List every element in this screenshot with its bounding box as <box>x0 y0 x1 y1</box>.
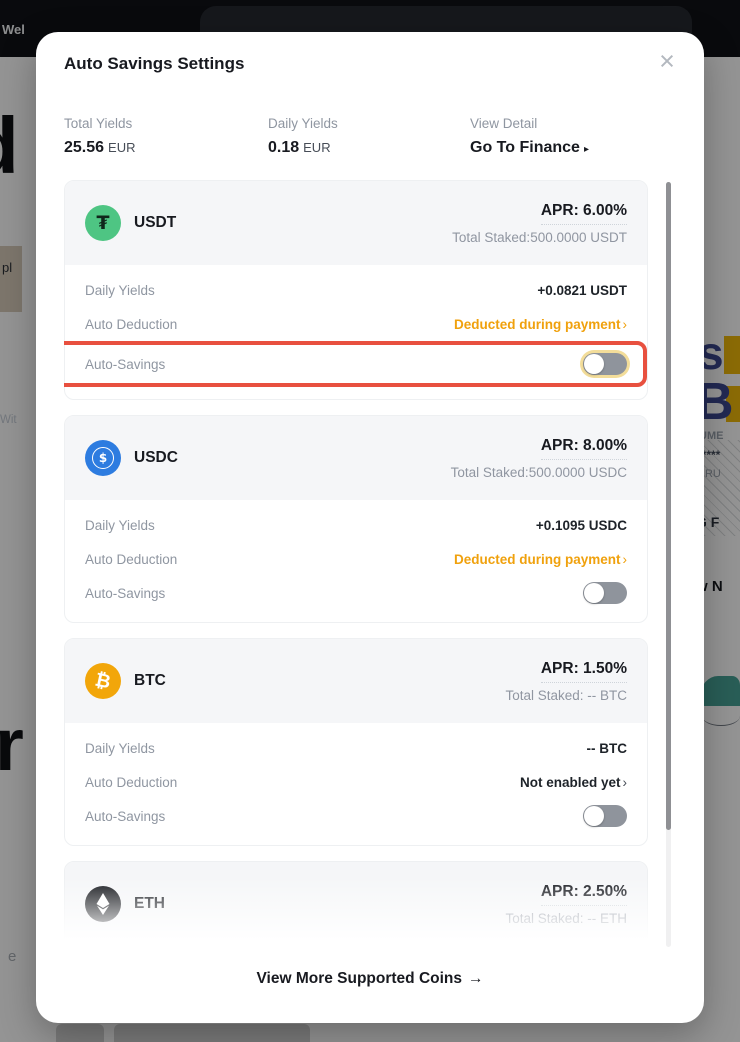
auto-deduction-row: Auto Deduction Deducted during payment › <box>85 551 628 567</box>
usdt-icon: ₮ <box>85 205 121 241</box>
view-more-coins-link[interactable]: View More Supported Coins → <box>256 970 484 987</box>
background-heading-fragment: d <box>0 100 19 192</box>
auto-deduction-link[interactable]: Not enabled yet › <box>519 774 628 790</box>
daily-yields-label: Daily Yields <box>268 116 338 131</box>
background-promo-text: pl <box>2 260 13 275</box>
apr-value: APR: 8.00% <box>540 437 627 460</box>
coin-card-btc: ₿ BTC APR: 1.50% Total Staked: -- BTC Da… <box>64 638 648 846</box>
modal-title: Auto Savings Settings <box>64 54 245 73</box>
auto-deduction-row: Auto Deduction Deducted during payment › <box>85 316 628 332</box>
auto-deduction-link[interactable]: Deducted during payment › <box>453 551 628 567</box>
total-staked: Total Staked:500.0000 USDC <box>450 464 627 480</box>
coin-name: BTC <box>134 672 166 689</box>
background-yellow-accent <box>724 336 740 374</box>
daily-yields-amount: +0.1095 USDC <box>535 517 627 533</box>
total-yields-block: Total Yields 25.56 EUR <box>64 116 136 157</box>
daily-yields-currency: EUR <box>303 140 331 155</box>
coin-name: USDT <box>134 214 177 231</box>
view-detail-label: View Detail <box>470 116 538 131</box>
arrow-right-icon: → <box>468 970 484 987</box>
background-chart-line <box>702 706 740 726</box>
coin-card-header: ₮ USDT APR: 6.00% Total Staked:500.0000 … <box>65 181 647 265</box>
auto-savings-row: Auto-Savings <box>64 341 647 387</box>
chevron-right-icon: › <box>622 551 628 567</box>
background-caps-fragment: UME <box>699 430 724 442</box>
total-staked: Total Staked:500.0000 USDT <box>452 229 627 245</box>
auto-deduction-row: Auto Deduction Not enabled yet › <box>85 774 628 790</box>
daily-yields-block: Daily Yields 0.18 EUR <box>268 116 338 157</box>
auto-savings-toggle-btc[interactable] <box>583 805 627 827</box>
coin-card-header: ₿ BTC APR: 1.50% Total Staked: -- BTC <box>65 639 647 723</box>
total-yields-value: 25.56 <box>64 139 105 156</box>
caret-right-icon: ▸ <box>583 144 589 155</box>
daily-yields-row: Daily Yields +0.1095 USDC <box>85 517 627 533</box>
coin-card-usdt: ₮ USDT APR: 6.00% Total Staked:500.0000 … <box>64 180 648 400</box>
chevron-right-icon: › <box>622 774 628 790</box>
background-yellow-accent <box>726 386 740 422</box>
btc-icon: ₿ <box>85 663 121 699</box>
background-link-fragment: Wit <box>0 414 17 426</box>
view-detail-block: View Detail Go To Finance ▸ <box>470 116 589 157</box>
total-yields-currency: EUR <box>108 140 136 155</box>
go-to-finance-link[interactable]: Go To Finance ▸ <box>470 139 589 156</box>
close-icon[interactable]: × <box>659 45 675 76</box>
apr-value: APR: 6.00% <box>540 202 627 225</box>
daily-yields-row: Daily Yields +0.0821 USDT <box>85 282 627 298</box>
auto-savings-toggle-usdc[interactable] <box>583 582 627 604</box>
auto-savings-row: Auto-Savings <box>85 576 627 610</box>
background-promo-band <box>0 246 22 312</box>
welcome-text-fragment: Wel <box>2 22 25 37</box>
coin-list: ₮ USDT APR: 6.00% Total Staked:500.0000 … <box>64 180 648 948</box>
background-chart-area <box>700 676 740 706</box>
scrollbar-thumb[interactable] <box>666 182 671 830</box>
daily-yields-amount: -- BTC <box>586 740 628 756</box>
coin-name: USDC <box>134 449 178 466</box>
yields-summary: Total Yields 25.56 EUR Daily Yields 0.18 E… <box>64 116 676 172</box>
background-heading-fragment: r <box>0 703 24 786</box>
daily-yields-amount: +0.0821 USDT <box>537 282 627 298</box>
usdc-icon: $ <box>85 440 121 476</box>
apr-value: APR: 1.50% <box>540 660 627 683</box>
toggle-knob <box>584 354 604 374</box>
toggle-knob <box>584 583 604 603</box>
auto-savings-toggle-usdt[interactable] <box>583 353 627 375</box>
coin-card-header: $ USDC APR: 8.00% Total Staked:500.0000 … <box>65 416 647 500</box>
list-bottom-fade <box>38 877 690 949</box>
scrollbar-track[interactable] <box>666 182 671 947</box>
auto-savings-row: Auto-Savings <box>85 799 627 833</box>
coin-card-usdc: $ USDC APR: 8.00% Total Staked:500.0000 … <box>64 415 648 623</box>
daily-yields-value: 0.18 <box>268 139 300 156</box>
total-yields-label: Total Yields <box>64 116 133 131</box>
auto-savings-settings-modal: Auto Savings Settings × Total Yields 25.… <box>36 32 704 1023</box>
auto-deduction-link[interactable]: Deducted during payment › <box>453 316 628 332</box>
background-text-fragment: e <box>8 948 17 965</box>
total-staked: Total Staked: -- BTC <box>505 687 627 703</box>
toggle-knob <box>584 806 604 826</box>
background-footer-tab <box>56 1024 104 1042</box>
daily-yields-row: Daily Yields -- BTC <box>85 740 628 756</box>
chevron-right-icon: › <box>622 316 628 332</box>
background-footer-tab <box>114 1024 310 1042</box>
